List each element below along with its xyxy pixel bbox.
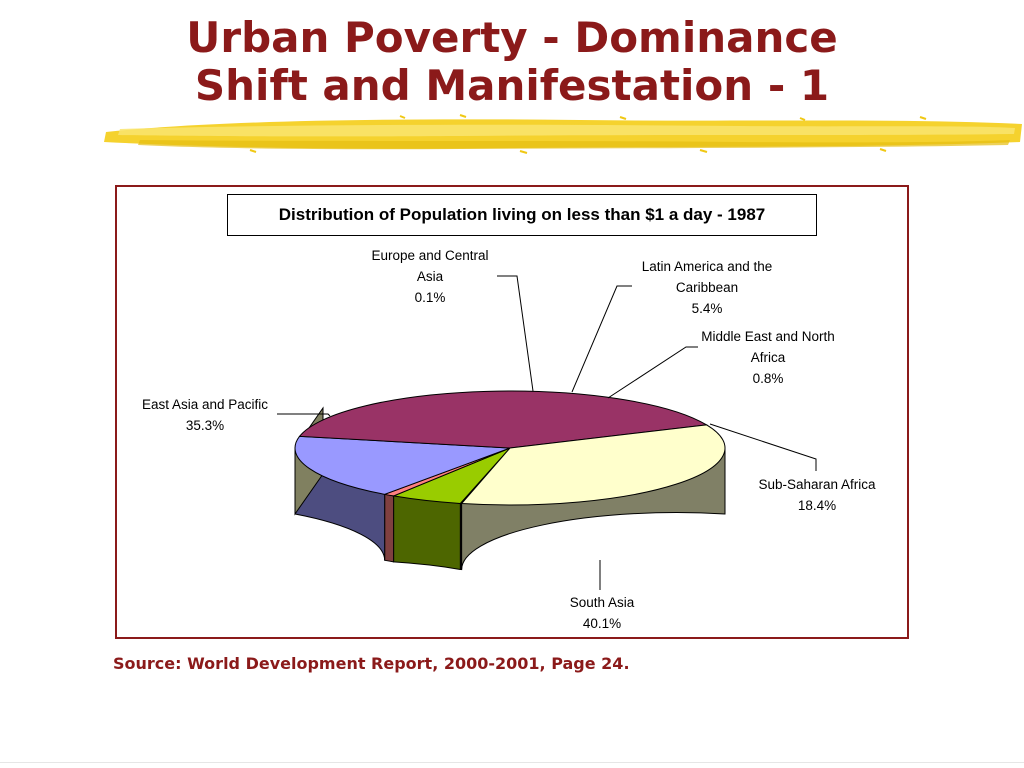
pie-label-east-asia-pacific: East Asia and Pacific 35.3% — [115, 394, 295, 436]
pie-label-name-line: South Asia — [569, 595, 635, 610]
slide-title-line-2: Shift and Manifestation - 1 — [194, 61, 830, 110]
source-note: Source: World Development Report, 2000-2… — [113, 654, 630, 673]
pie-slice-south-asia — [298, 390, 709, 449]
pie-label-europe-central-asia: Europe and Central Asia 0.1% — [340, 245, 520, 308]
pie-label-sub-saharan-africa: Sub-Saharan Africa 18.4% — [727, 474, 907, 516]
leader-line-latin-america-caribbean — [571, 285, 632, 393]
pie-label-name-line: Latin America and the — [641, 259, 773, 274]
pie-label-name-line: Africa — [750, 350, 786, 365]
leader-line-east-asia-pacific — [277, 413, 331, 417]
leader-line-sub-saharan-africa — [709, 423, 817, 471]
pie-label-name-line: Middle East and North — [701, 329, 835, 344]
pie-label-value: 0.8% — [752, 371, 784, 386]
chart-title: Distribution of Population living on les… — [278, 205, 766, 224]
slide-title-line-1: Urban Poverty - Dominance — [186, 13, 838, 62]
pie-side-latin-america-caribbean — [393, 495, 461, 571]
pie-label-name-line: Sub-Saharan Africa — [758, 477, 876, 492]
pie-label-name-line: Caribbean — [675, 280, 739, 295]
pie-label-middle-east-north-africa: Middle East and North Africa 0.8% — [668, 326, 868, 389]
pie-label-value: 18.4% — [797, 498, 837, 513]
pie-label-value: 40.1% — [582, 616, 622, 631]
pie-slice-sub-saharan-africa — [294, 435, 511, 495]
pie-label-name-line: East Asia and Pacific — [141, 397, 269, 412]
pie-label-value: 5.4% — [691, 301, 723, 316]
pie-label-name-line: Europe and Central — [371, 248, 489, 263]
pie-side-middle-east-north-africa — [384, 493, 395, 563]
slide-title: Urban Poverty - Dominance Shift and Mani… — [0, 14, 1024, 110]
leader-line-europe-central-asia — [497, 275, 534, 392]
pie-label-value: 35.3% — [185, 418, 225, 433]
pie-label-latin-america-caribbean: Latin America and the Caribbean 5.4% — [607, 256, 807, 319]
chart-title-box: Distribution of Population living on les… — [227, 194, 817, 236]
pie-label-name-line: Asia — [416, 269, 444, 284]
pie-slice-east-asia-pacific — [460, 424, 726, 506]
leader-line-middle-east-north-africa — [607, 346, 698, 399]
pie-label-value: 0.1% — [414, 290, 446, 305]
pie-label-south-asia: South Asia 40.1% — [512, 592, 692, 634]
yellow-brush-stroke — [104, 114, 1022, 154]
bottom-rule — [0, 762, 1024, 763]
